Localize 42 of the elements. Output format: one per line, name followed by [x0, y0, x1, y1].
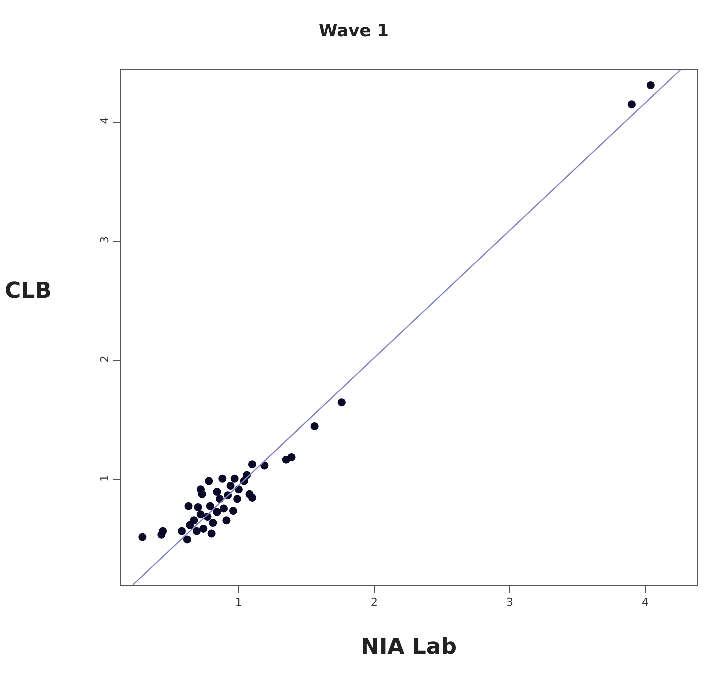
x-axis-title: NIA Lab: [361, 635, 457, 660]
point: [220, 504, 228, 513]
point: [230, 474, 239, 483]
y-tick-label: 2: [98, 356, 112, 363]
point: [338, 398, 346, 407]
point: [218, 474, 227, 483]
point: [226, 482, 235, 490]
point: [310, 422, 319, 430]
y-tick-label: 4: [98, 117, 112, 124]
point: [234, 495, 242, 504]
point: [158, 530, 166, 539]
x-tick-label: 4: [642, 596, 649, 610]
point: [184, 502, 193, 510]
point: [282, 456, 290, 464]
point: [248, 460, 256, 469]
point: [213, 508, 222, 516]
x-tick-label: 1: [235, 596, 242, 610]
point: [628, 100, 636, 109]
point: [194, 504, 202, 512]
x-tick-label: 3: [506, 596, 514, 610]
x-tick-label: 2: [370, 596, 378, 610]
point: [248, 494, 256, 502]
point: [209, 519, 218, 528]
point: [213, 488, 222, 496]
point: [183, 536, 192, 544]
y-tick-label: 1: [98, 474, 112, 482]
point: [196, 510, 205, 519]
point: [229, 507, 238, 516]
point: [186, 521, 194, 530]
point: [205, 477, 214, 486]
point: [646, 82, 655, 90]
point: [178, 527, 186, 536]
point: [198, 490, 206, 498]
point: [208, 530, 216, 538]
point: [192, 527, 201, 536]
point: [200, 524, 208, 533]
y-tick-label: 3: [98, 236, 112, 244]
y-axis-title: CLB: [5, 279, 52, 304]
point: [138, 533, 147, 542]
point: [206, 502, 214, 510]
chart-title: Wave 1: [319, 22, 389, 42]
point: [222, 516, 231, 525]
